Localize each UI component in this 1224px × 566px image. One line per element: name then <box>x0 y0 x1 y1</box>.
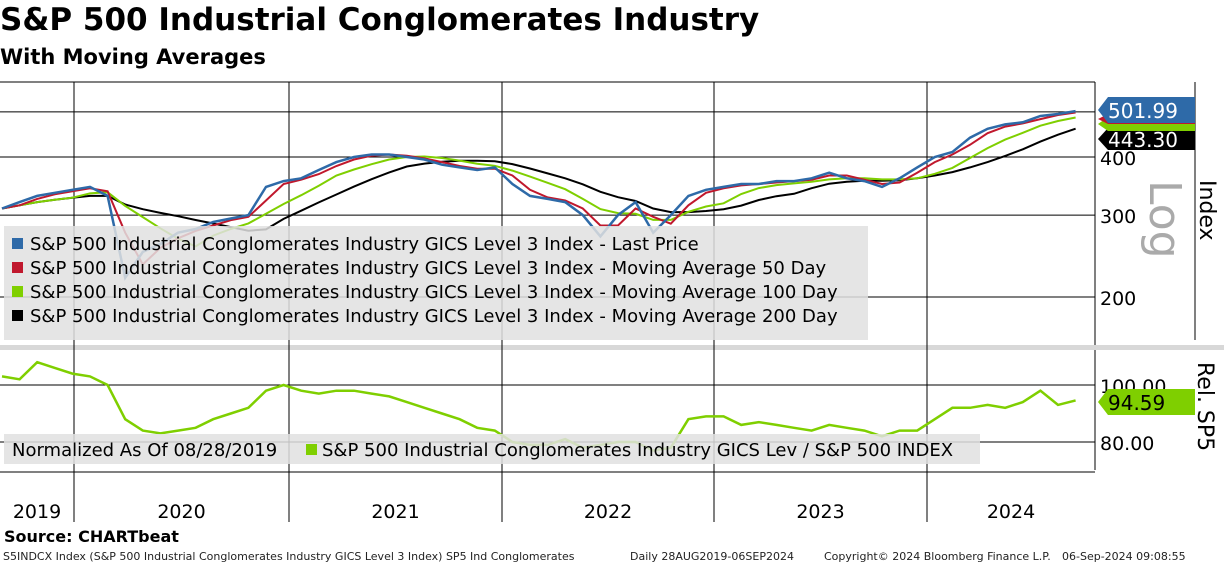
footer-copyright: Copyright© 2024 Bloomberg Finance L.P. <box>824 550 1051 563</box>
y-tick-label: 300 <box>1100 206 1136 228</box>
legend-label: S&P 500 Industrial Conglomerates Industr… <box>30 282 838 303</box>
y-tick-label: 200 <box>1100 288 1136 310</box>
rel-legend-box <box>4 434 980 464</box>
ma200-value: 443.30 <box>1108 128 1178 152</box>
rel-tick-label: 80.00 <box>1100 433 1154 455</box>
rel-tag <box>1098 389 1195 415</box>
legend-label: S&P 500 Industrial Conglomerates Industr… <box>30 258 826 279</box>
rel-axis-title: Rel. SP5 <box>1192 362 1217 451</box>
x-tick-label: 2021 <box>371 501 419 523</box>
x-tick-label: 2023 <box>796 501 844 523</box>
footer-range: Daily 28AUG2019-06SEP2024 <box>630 550 794 563</box>
y-axis-title: Index <box>1194 180 1219 241</box>
legend-label: S&P 500 Industrial Conglomerates Industr… <box>30 234 699 255</box>
chart-subtitle: With Moving Averages <box>0 45 266 69</box>
legend-swatch <box>12 262 23 273</box>
rel-legend-swatch <box>306 444 317 455</box>
y-tick-label: 400 <box>1100 148 1136 170</box>
x-tick-label: 2019 <box>13 501 61 523</box>
legend-swatch <box>12 286 23 297</box>
ma200-tag <box>1098 128 1195 150</box>
price-value: 501.99 <box>1108 99 1178 123</box>
x-tick-label: 2024 <box>987 501 1035 523</box>
rel-value: 94.59 <box>1108 391 1165 415</box>
legend-swatch <box>12 238 23 249</box>
legend-box <box>4 226 868 340</box>
x-tick-label: 2022 <box>584 501 632 523</box>
rel-legend-label: S&P 500 Industrial Conglomerates Industr… <box>322 440 953 461</box>
source-label: Source: CHARTbeat <box>4 527 179 546</box>
legend-label: S&P 500 Industrial Conglomerates Industr… <box>30 306 838 327</box>
footer-ticker: S5INDCX Index (S&P 500 Industrial Conglo… <box>3 550 575 563</box>
log-scale-label: Log <box>1139 180 1190 259</box>
x-tick-label: 2020 <box>157 501 205 523</box>
panel-divider <box>0 345 1224 350</box>
chart-title: S&P 500 Industrial Conglomerates Industr… <box>0 2 760 38</box>
legend-swatch <box>12 310 23 321</box>
rel-legend-normalized: Normalized As Of 08/28/2019 <box>12 440 277 461</box>
footer-timestamp: 06-Sep-2024 09:08:55 <box>1062 550 1186 563</box>
price-tag <box>1098 97 1195 123</box>
